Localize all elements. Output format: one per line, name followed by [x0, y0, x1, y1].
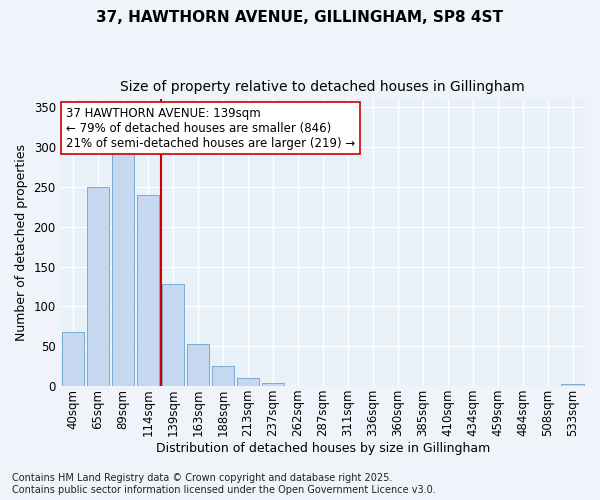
Bar: [112, 152, 134, 386]
Text: 37 HAWTHORN AVENUE: 139sqm
← 79% of detached houses are smaller (846)
21% of sem: 37 HAWTHORN AVENUE: 139sqm ← 79% of deta…: [66, 106, 355, 150]
Bar: [561, 384, 584, 386]
Bar: [187, 344, 209, 386]
Bar: [137, 195, 159, 386]
Bar: [262, 383, 284, 386]
Bar: [212, 366, 234, 386]
Y-axis label: Number of detached properties: Number of detached properties: [15, 144, 28, 341]
Bar: [162, 284, 184, 386]
Text: 37, HAWTHORN AVENUE, GILLINGHAM, SP8 4ST: 37, HAWTHORN AVENUE, GILLINGHAM, SP8 4ST: [97, 10, 503, 25]
Bar: [236, 378, 259, 386]
Bar: [62, 332, 85, 386]
Title: Size of property relative to detached houses in Gillingham: Size of property relative to detached ho…: [121, 80, 525, 94]
X-axis label: Distribution of detached houses by size in Gillingham: Distribution of detached houses by size …: [156, 442, 490, 455]
Text: Contains HM Land Registry data © Crown copyright and database right 2025.
Contai: Contains HM Land Registry data © Crown c…: [12, 474, 436, 495]
Bar: [87, 187, 109, 386]
